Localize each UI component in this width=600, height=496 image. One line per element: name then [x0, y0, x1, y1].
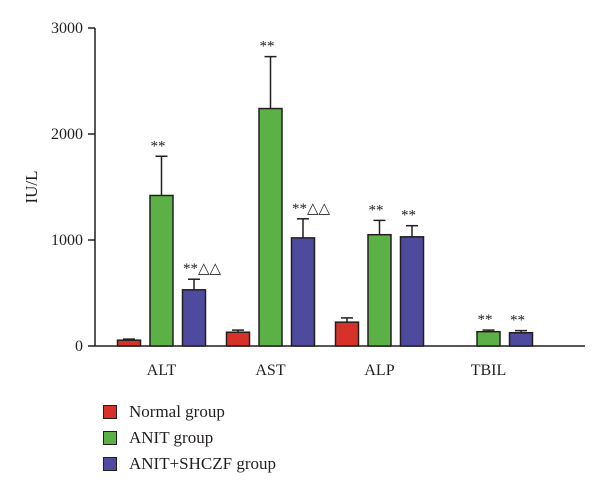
x-tick-label: AST	[255, 362, 285, 379]
significance-label: **	[401, 208, 416, 224]
bar-ast-2	[290, 237, 316, 347]
significance-label: **	[369, 202, 384, 218]
significance-label: **	[510, 313, 525, 329]
legend: Normal group ANIT group ANIT+SHCZF group	[103, 399, 276, 477]
significance-label: **△△	[183, 261, 222, 277]
legend-label-anit: ANIT group	[129, 428, 214, 447]
y-tick-label: 0	[75, 338, 83, 355]
bar-ast-0	[225, 331, 251, 347]
bar-alt-2	[181, 289, 207, 347]
y-tick-label: 3000	[51, 20, 83, 37]
bar-alt-1	[149, 194, 174, 347]
significance-label: **	[478, 312, 493, 328]
bar-alp-0	[334, 321, 360, 347]
significance-label: **△△	[292, 201, 331, 217]
bar-alt-0	[116, 339, 142, 347]
bar-alp-1	[367, 233, 392, 347]
bar-tbil-1	[476, 330, 501, 347]
x-tick-label: ALP	[364, 362, 394, 379]
y-axis-title: IU/L	[22, 170, 41, 203]
legend-swatch-normal	[103, 405, 117, 419]
legend-item-normal: Normal group	[103, 399, 276, 425]
y-tick-label: 1000	[51, 232, 83, 249]
x-tick-label: TBIL	[471, 362, 507, 379]
legend-swatch-anit	[103, 431, 117, 445]
legend-item-anit-shczf: ANIT+SHCZF group	[103, 451, 276, 477]
legend-label-anit-shczf: ANIT+SHCZF group	[129, 454, 277, 473]
legend-label-normal: Normal group	[129, 402, 225, 421]
bar-alp-2	[399, 236, 425, 347]
significance-label: **	[151, 138, 166, 154]
x-tick-label: ALT	[147, 362, 177, 379]
significance-label: **	[260, 39, 275, 55]
legend-item-anit: ANIT group	[103, 425, 276, 451]
y-tick-label: 2000	[51, 126, 83, 143]
bar-ast-1	[258, 107, 283, 347]
bar-tbil-2	[508, 332, 534, 347]
legend-swatch-anit-shczf	[103, 457, 117, 471]
